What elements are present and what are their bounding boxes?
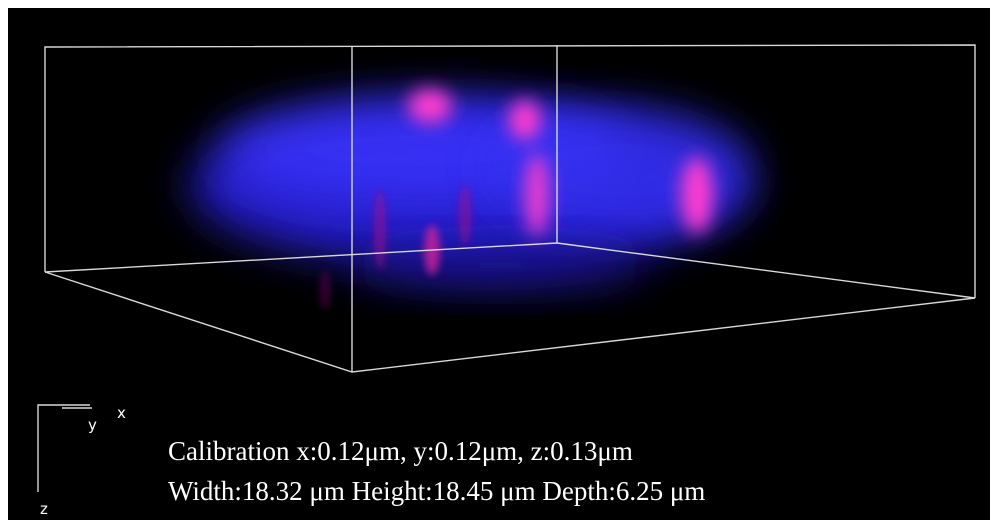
axis-label: z	[40, 500, 48, 518]
axis-label: x	[117, 404, 126, 422]
axis-indicator: y x z	[37, 404, 126, 518]
bounding-box	[44, 44, 976, 373]
cell-volume	[190, 89, 750, 310]
dimensions-text: Width:18.32 μm Height:18.45 μm Depth:6.2…	[168, 476, 705, 506]
calibration-text: Calibration x:0.12μm, y:0.12μm, z:0.13μm	[168, 436, 633, 466]
axis-label: y	[88, 416, 97, 434]
